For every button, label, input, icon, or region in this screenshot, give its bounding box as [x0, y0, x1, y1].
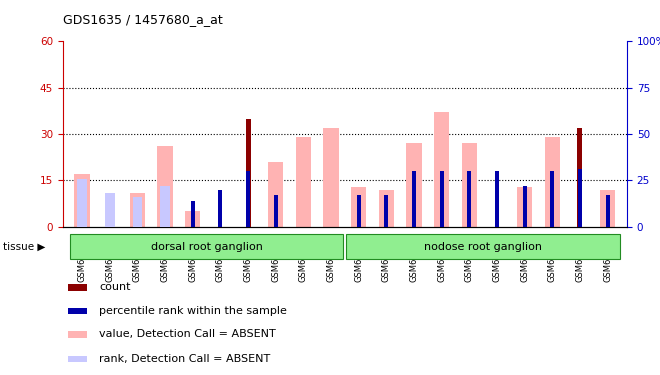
Bar: [133, 197, 142, 227]
Bar: [434, 112, 449, 227]
Text: dorsal root ganglion: dorsal root ganglion: [150, 242, 263, 252]
Bar: [606, 195, 610, 227]
Text: GDS1635 / 1457680_a_at: GDS1635 / 1457680_a_at: [63, 13, 222, 26]
Bar: [578, 128, 583, 227]
Bar: [158, 147, 173, 227]
Bar: [69, 284, 87, 291]
Bar: [384, 195, 389, 227]
Bar: [105, 194, 115, 227]
Bar: [550, 171, 554, 227]
Bar: [69, 356, 87, 362]
Bar: [600, 190, 615, 227]
Bar: [323, 128, 339, 227]
Bar: [274, 195, 278, 227]
Bar: [69, 331, 87, 338]
Bar: [495, 171, 499, 227]
Bar: [440, 171, 444, 227]
Bar: [356, 195, 361, 227]
Text: count: count: [100, 282, 131, 292]
Bar: [544, 137, 560, 227]
Bar: [351, 187, 366, 227]
Bar: [191, 201, 195, 227]
Text: nodose root ganglion: nodose root ganglion: [424, 242, 542, 252]
Text: value, Detection Call = ABSENT: value, Detection Call = ABSENT: [100, 329, 276, 339]
Bar: [462, 143, 477, 227]
Bar: [130, 193, 145, 227]
Bar: [75, 174, 90, 227]
Bar: [412, 171, 416, 227]
Bar: [185, 211, 201, 227]
Bar: [467, 171, 471, 227]
Bar: [246, 171, 250, 227]
Bar: [69, 234, 343, 259]
Text: tissue ▶: tissue ▶: [3, 242, 46, 251]
Bar: [379, 190, 394, 227]
Bar: [218, 190, 222, 227]
Bar: [346, 234, 620, 259]
Bar: [268, 162, 283, 227]
Bar: [69, 308, 87, 314]
Bar: [578, 170, 582, 227]
Bar: [517, 187, 532, 227]
Text: percentile rank within the sample: percentile rank within the sample: [100, 306, 287, 316]
Bar: [160, 186, 170, 227]
Text: rank, Detection Call = ABSENT: rank, Detection Call = ABSENT: [100, 354, 271, 364]
Bar: [523, 186, 527, 227]
Bar: [246, 118, 251, 227]
Bar: [296, 137, 311, 227]
Bar: [77, 178, 87, 227]
Bar: [407, 143, 422, 227]
